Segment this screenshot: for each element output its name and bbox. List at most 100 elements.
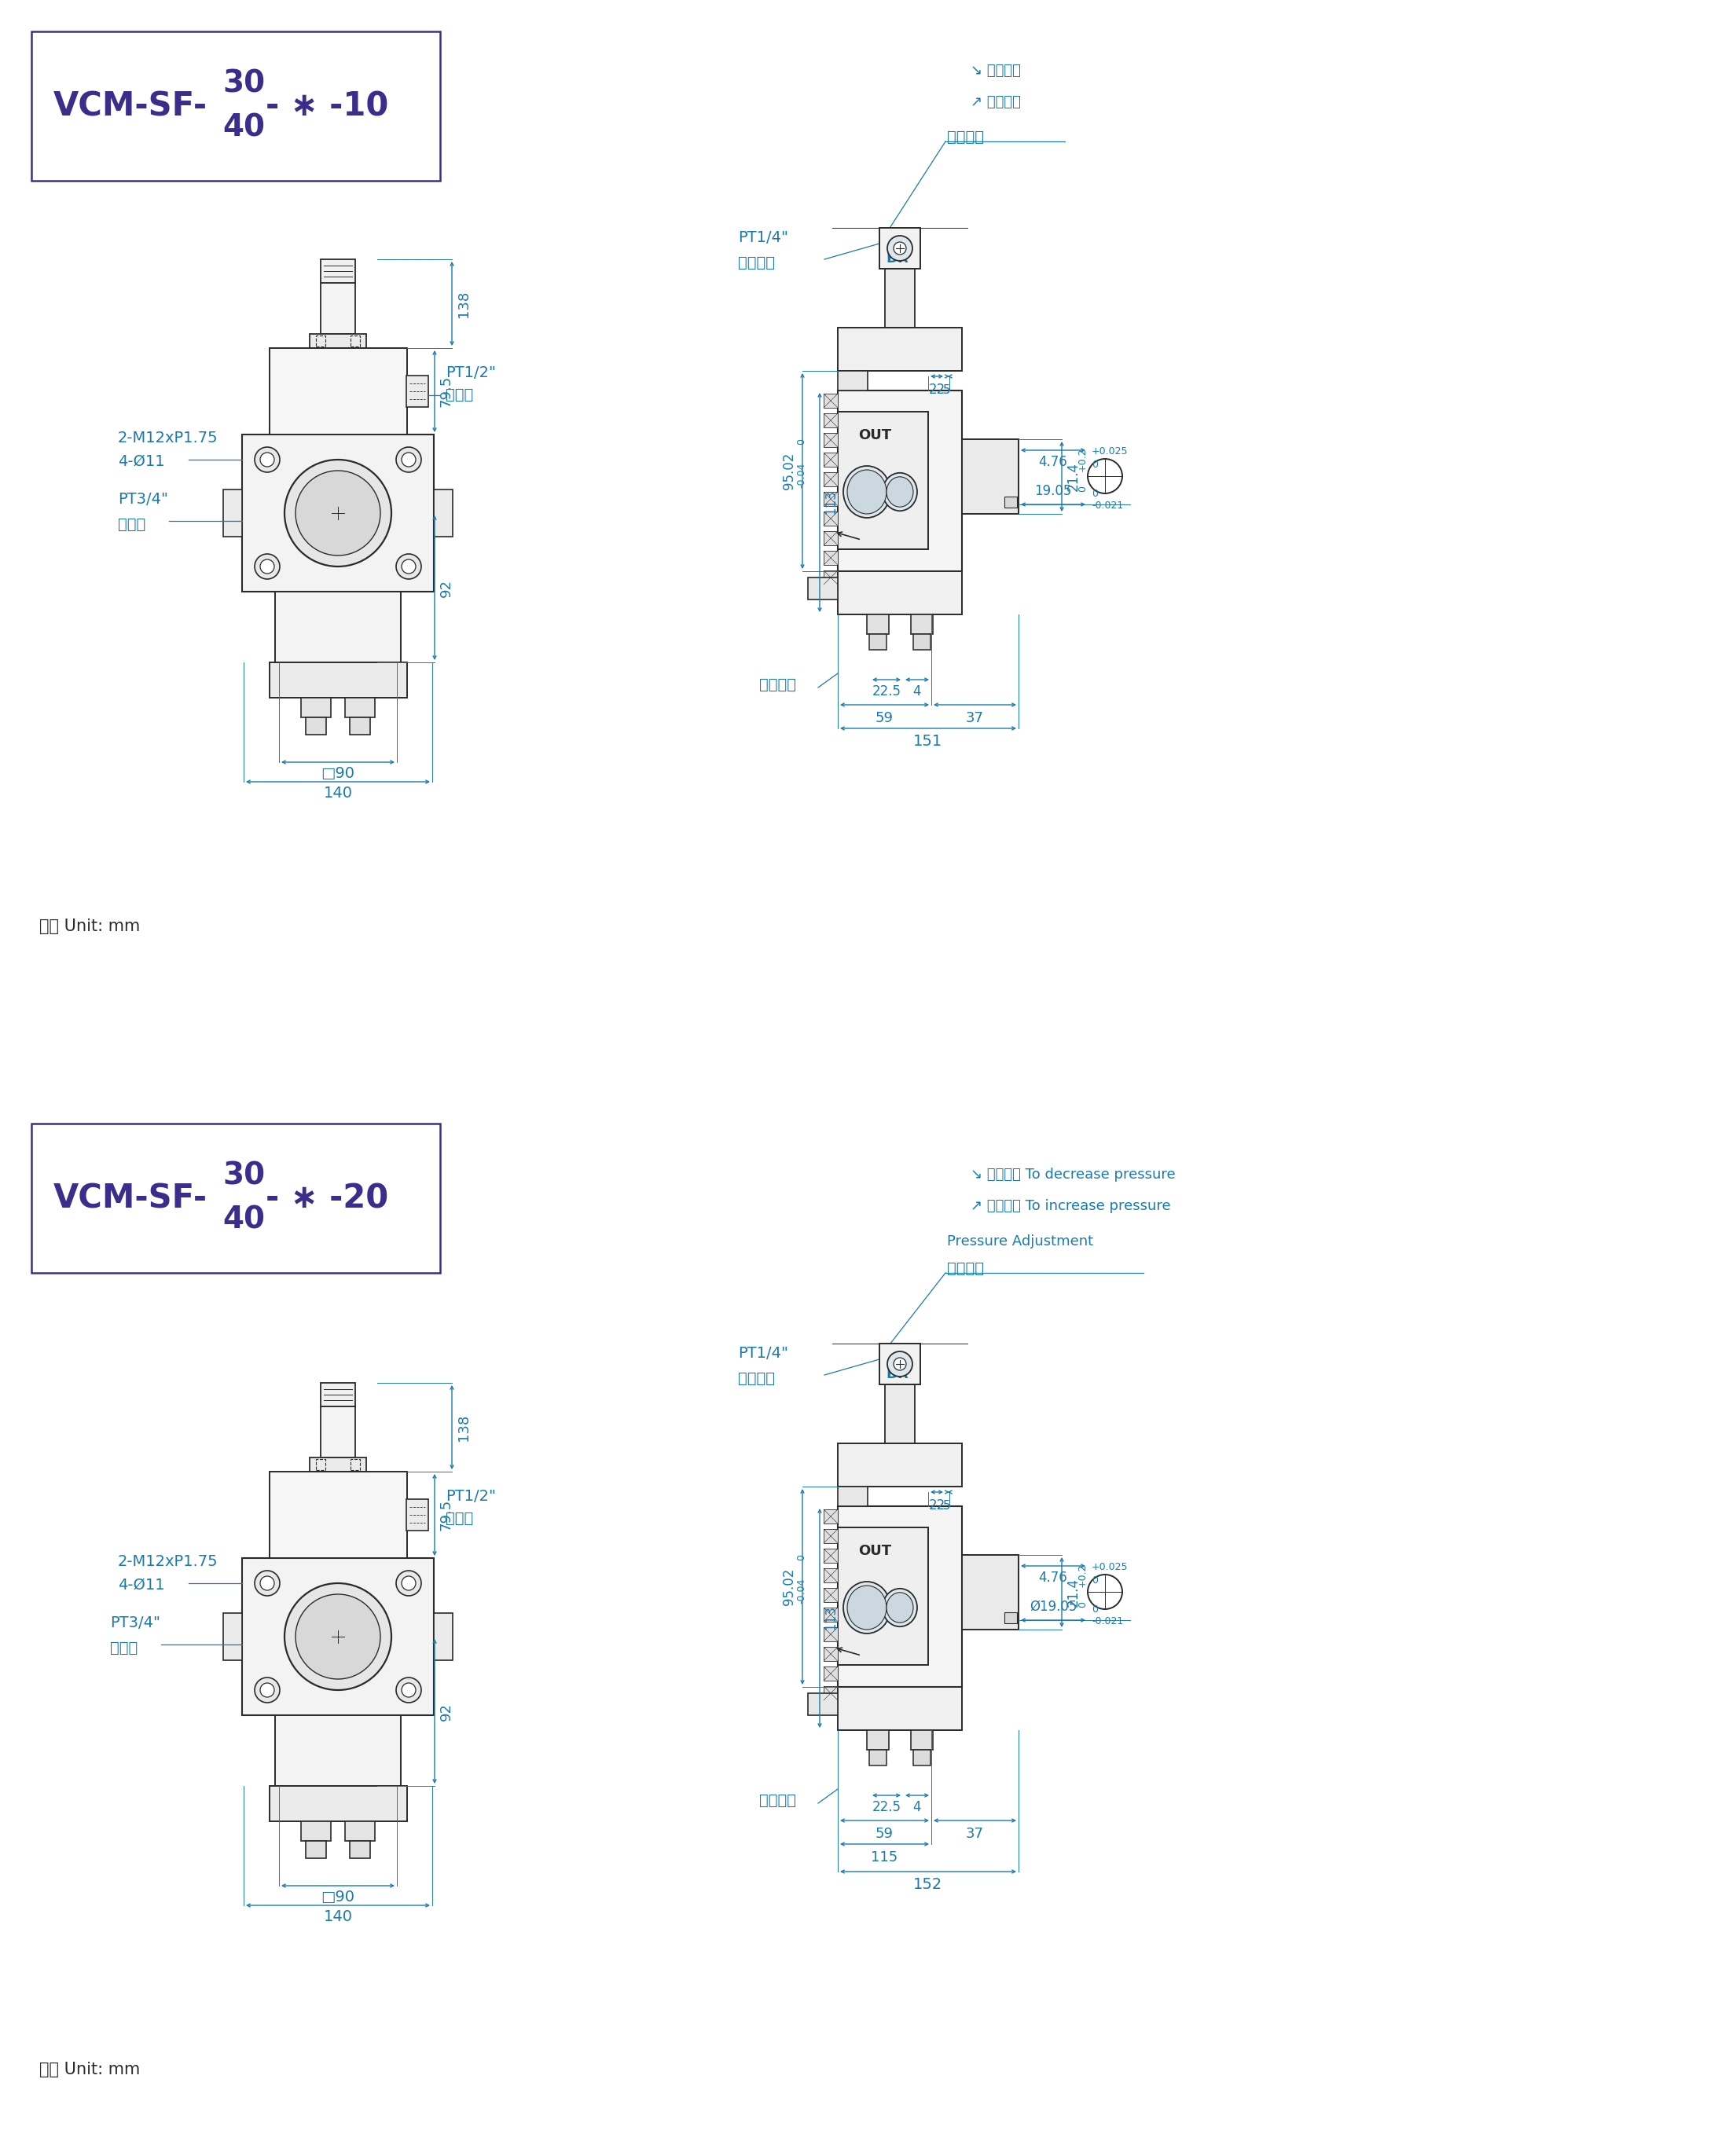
Bar <box>223 489 242 537</box>
Text: -0.021: -0.021 <box>1091 1617 1124 1626</box>
Bar <box>823 1667 839 1682</box>
Ellipse shape <box>887 476 913 507</box>
Bar <box>346 699 375 718</box>
Ellipse shape <box>887 1593 913 1623</box>
Bar <box>270 347 406 436</box>
Text: 入油口: 入油口 <box>111 1641 138 1656</box>
Bar <box>823 511 839 526</box>
Text: 0: 0 <box>1091 489 1098 498</box>
Text: 5: 5 <box>944 1501 951 1511</box>
Bar <box>823 1548 839 1563</box>
Bar <box>961 440 1018 513</box>
Bar <box>839 1507 961 1686</box>
Text: ↗ 増加壓力: ↗ 増加壓力 <box>970 95 1020 110</box>
Bar <box>823 492 839 507</box>
Bar <box>913 634 930 649</box>
Text: +0.2: +0.2 <box>1077 446 1088 472</box>
Bar <box>270 1785 406 1822</box>
Bar <box>351 1460 360 1470</box>
Text: 115: 115 <box>871 1850 897 1865</box>
Text: 40: 40 <box>223 112 265 142</box>
Bar <box>823 1567 839 1583</box>
Text: Ø19.05: Ø19.05 <box>1029 1600 1077 1615</box>
Bar <box>320 282 354 334</box>
Circle shape <box>887 1352 913 1376</box>
Text: 140: 140 <box>323 785 353 800</box>
Text: PT1/4": PT1/4" <box>738 1345 788 1360</box>
Text: +0.2: +0.2 <box>1077 1563 1088 1587</box>
Text: 4.76: 4.76 <box>1039 455 1067 470</box>
Text: OUT: OUT <box>858 429 890 442</box>
Text: 92: 92 <box>439 1703 453 1720</box>
Bar <box>839 1442 961 1488</box>
Bar <box>885 1384 915 1442</box>
Bar <box>870 1751 887 1766</box>
Circle shape <box>254 1677 280 1703</box>
Bar <box>31 32 441 181</box>
Circle shape <box>259 1576 275 1591</box>
Text: +0.025: +0.025 <box>1091 1561 1127 1572</box>
Text: -0.021: -0.021 <box>1091 500 1124 511</box>
Bar <box>301 1822 330 1841</box>
Text: 21.4: 21.4 <box>1067 461 1081 492</box>
Bar <box>275 591 401 662</box>
Text: PT3/4": PT3/4" <box>111 1615 161 1630</box>
Bar <box>823 550 839 565</box>
Bar <box>309 334 367 347</box>
Bar <box>839 412 928 550</box>
Bar <box>1005 1613 1017 1623</box>
Bar <box>406 375 429 407</box>
Bar <box>823 1509 839 1524</box>
Text: - ∗ -10: - ∗ -10 <box>266 91 389 123</box>
Bar <box>839 328 961 371</box>
Bar <box>316 1460 325 1470</box>
Bar <box>823 472 839 487</box>
Text: 4.76: 4.76 <box>1039 1570 1067 1585</box>
Text: VCM-SF-: VCM-SF- <box>54 1181 207 1214</box>
Bar <box>839 1686 961 1729</box>
Circle shape <box>396 1677 422 1703</box>
Bar <box>839 571 961 614</box>
Bar <box>823 433 839 446</box>
Text: VCM-SF-: VCM-SF- <box>54 91 207 123</box>
Bar <box>1005 496 1017 507</box>
Bar <box>823 1589 839 1602</box>
Bar <box>913 1751 930 1766</box>
Bar <box>223 1613 242 1660</box>
Text: 19.05: 19.05 <box>1034 483 1072 498</box>
Text: 30: 30 <box>223 1162 265 1190</box>
Text: 59: 59 <box>875 1826 894 1841</box>
Text: 0: 0 <box>795 438 806 444</box>
Text: 22.5: 22.5 <box>871 1800 901 1813</box>
Circle shape <box>254 1570 280 1595</box>
Text: 4-Ø11: 4-Ø11 <box>118 1578 164 1593</box>
Circle shape <box>401 1684 415 1697</box>
Bar <box>270 1473 406 1559</box>
Bar <box>351 336 360 347</box>
Bar <box>320 1406 354 1457</box>
Text: OUT: OUT <box>858 1544 890 1559</box>
Text: 4: 4 <box>913 1800 922 1813</box>
Text: 2-M12xP1.75: 2-M12xP1.75 <box>118 1554 218 1570</box>
Circle shape <box>285 459 391 567</box>
Text: 59: 59 <box>875 711 894 724</box>
Text: DR: DR <box>885 1367 908 1382</box>
Bar <box>880 229 920 270</box>
Text: 0: 0 <box>1077 1602 1088 1606</box>
Text: 入油口: 入油口 <box>118 517 145 533</box>
Circle shape <box>401 558 415 573</box>
Text: 0: 0 <box>1077 485 1088 492</box>
Bar <box>306 718 327 735</box>
Bar <box>346 1822 375 1841</box>
Text: 22: 22 <box>928 382 946 397</box>
Circle shape <box>396 554 422 580</box>
Circle shape <box>259 558 275 573</box>
Circle shape <box>296 1593 380 1680</box>
Text: PT3/4": PT3/4" <box>118 492 168 507</box>
Circle shape <box>396 446 422 472</box>
Ellipse shape <box>882 472 916 511</box>
Text: 138: 138 <box>456 1414 470 1440</box>
Bar <box>349 718 370 735</box>
Text: 22.5: 22.5 <box>871 683 901 699</box>
Circle shape <box>1088 459 1122 494</box>
